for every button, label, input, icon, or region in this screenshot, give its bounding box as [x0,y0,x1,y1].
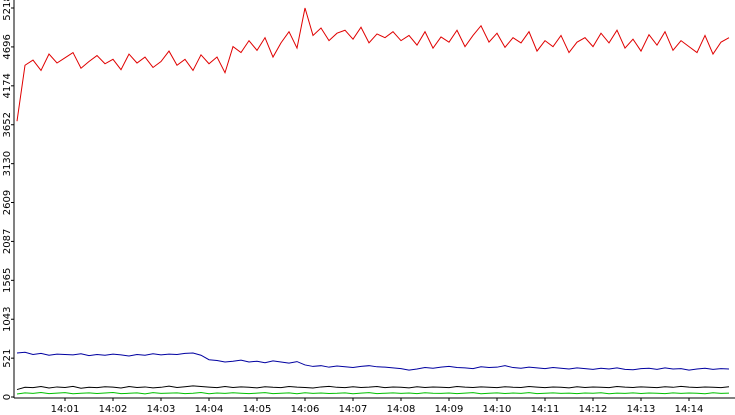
series-line [16,392,730,395]
x-tick-label: 14:14 [675,404,704,415]
y-tick-label: 3652 [2,112,13,137]
x-tick-label: 14:06 [291,404,320,415]
x-tick-label: 14:03 [147,404,176,415]
y-tick-label: 2087 [2,229,13,254]
y-tick-label: 1565 [2,268,13,293]
y-tick-label: 3130 [2,151,13,176]
x-tick-label: 14:10 [483,404,512,415]
y-tick-label: 1043 [2,307,13,332]
series-line [16,385,730,391]
y-tick-label: 2609 [2,190,13,215]
x-tick-label: 14:08 [387,404,416,415]
x-tick-label: 14:04 [195,404,224,415]
x-tick-label: 14:01 [51,404,80,415]
y-tick-label: 521 [2,349,13,368]
y-tick-label: 4696 [2,34,13,59]
series-line [16,7,730,122]
x-tick-label: 14:12 [579,404,608,415]
y-tick-label: 5218 [2,0,13,21]
y-tick-label: 0 [2,394,13,400]
series-line [16,351,730,371]
x-tick-label: 14:05 [243,404,272,415]
x-tick-label: 14:07 [339,404,368,415]
x-tick-label: 14:02 [99,404,128,415]
x-tick-label: 14:13 [627,404,656,415]
y-tick-label: 4174 [2,73,13,98]
x-tick-label: 14:11 [531,404,560,415]
x-tick-label: 14:09 [435,404,464,415]
